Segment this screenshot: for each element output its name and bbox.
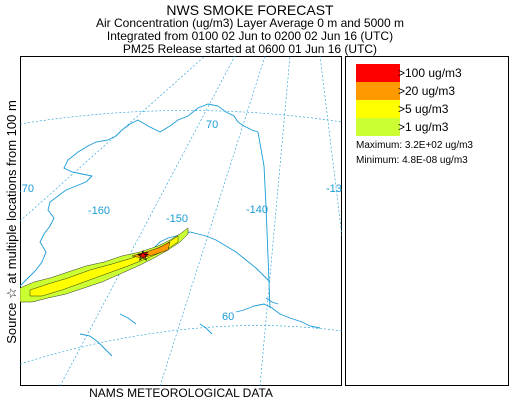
island-1: [79, 333, 113, 357]
alaska-north-coast: [137, 103, 259, 133]
legend-label-1: >1 ug/m3: [398, 120, 449, 134]
graticule: [20, 56, 342, 386]
smoke-plume: [20, 227, 189, 303]
lon-label-150: -150: [166, 213, 188, 225]
legend-label-20: >20 ug/m3: [398, 84, 456, 98]
lon-label-130: -130: [326, 183, 342, 195]
data-source-footer: NAMS METEOROLOGICAL DATA: [89, 386, 273, 400]
canada-border: [257, 131, 271, 309]
source-star-icon: [136, 250, 150, 261]
legend-maximum: Maximum: 3.2E+02 ug/m3: [356, 140, 473, 151]
panhandle: [235, 303, 321, 329]
legend-label-5: >5 ug/m3: [398, 102, 449, 116]
source-location-label: Source ☆ at multiple locations from 100 …: [4, 100, 19, 344]
smoke-map: -170 -160 -150 -140 -130 70 60: [20, 56, 342, 386]
alaska-west-coast: [20, 119, 139, 287]
lon-label-160: -160: [88, 205, 110, 217]
meridian-140: [259, 56, 291, 386]
subtitle-release-start: PM25 Release started at 0600 01 Jun 16 (…: [122, 42, 378, 56]
map-title: NWS SMOKE FORECAST: [166, 2, 334, 18]
coast-detail-2: [265, 297, 279, 305]
concentration-legend: >100 ug/m3 >20 ug/m3 >5 ug/m3 >1 ug/m3 M…: [345, 56, 509, 386]
legend-swatch-100: [356, 64, 400, 82]
lon-label-170: -170: [20, 183, 34, 195]
legend-swatch-20: [356, 82, 400, 100]
lat-label-60: 60: [222, 311, 234, 323]
legend-minimum: Minimum: 4.8E-08 ug/m3: [356, 155, 468, 166]
meridian-150: [159, 56, 266, 386]
lat-label-70: 70: [206, 119, 218, 131]
legend-label-100: >100 ug/m3: [398, 66, 462, 80]
parallel-70: [20, 110, 342, 125]
subtitle-concentration: Air Concentration (ug/m3) Layer Average …: [96, 16, 404, 30]
plume-contour-5: [29, 235, 179, 297]
coastline: [20, 103, 321, 357]
lon-label-140: -140: [246, 204, 268, 216]
legend-swatch-1: [356, 118, 400, 136]
coast-detail-1: [199, 323, 213, 335]
south-coast: [145, 231, 271, 283]
legend-swatch-5: [356, 100, 400, 118]
plume-contour-100: [137, 251, 149, 259]
meridian-170: [20, 56, 206, 222]
parallel-60: [20, 325, 342, 365]
island-2: [119, 313, 137, 325]
map-frame: [20, 56, 342, 386]
subtitle-integration-period: Integrated from 0100 02 Jun to 0200 02 J…: [106, 29, 394, 43]
